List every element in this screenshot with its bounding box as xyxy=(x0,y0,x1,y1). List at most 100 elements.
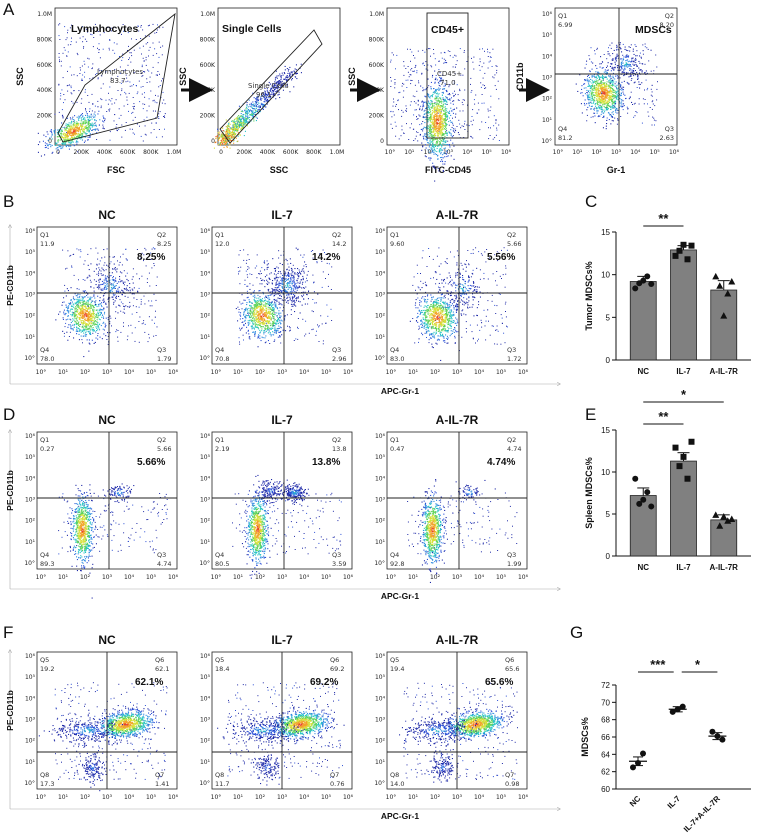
y-axis-label: Tumor MDSCs% xyxy=(584,261,594,330)
data-point xyxy=(684,475,691,482)
x-tick-label: 10° xyxy=(211,574,222,581)
y-tick-label: 15 xyxy=(601,228,610,237)
y-tick-label: 10⁴ xyxy=(25,475,36,482)
y-tick-label: 600K xyxy=(200,62,216,69)
data-point xyxy=(644,489,651,496)
q-lower-right-label: Q7 xyxy=(330,771,339,779)
q-lower-right-label: Q3 xyxy=(507,551,516,559)
x-tick-label: 10² xyxy=(592,149,603,156)
q-lower-right-value: 0.98 xyxy=(505,780,519,788)
q-upper-right-label: Q2 xyxy=(332,231,341,239)
x-tick-label: 10³ xyxy=(277,574,288,581)
y-tick-label: 600K xyxy=(37,62,53,69)
x-tick-label: 10² xyxy=(430,369,441,376)
data-point xyxy=(640,750,646,757)
x-tick-label: 10⁴ xyxy=(474,574,485,581)
q-lower-right-value: 0.76 xyxy=(330,780,344,788)
data-point xyxy=(709,728,716,735)
scatter-upper xyxy=(102,483,135,503)
x-tick-label: 10¹ xyxy=(404,149,415,156)
x-tick-label: IL-7 xyxy=(676,563,691,572)
y-tick-label: 10⁴ xyxy=(375,475,386,482)
y-tick-label: 68 xyxy=(601,716,610,725)
q-lower-left-label: Q4 xyxy=(40,346,49,354)
q-upper-right-value: 5.66 xyxy=(157,445,171,453)
q-lower-left-value: 14.0 xyxy=(390,780,404,788)
y-tick-label: 1.0M xyxy=(200,11,215,18)
q-upper-left-label: Q1 xyxy=(215,231,224,239)
q4-label: Q4 xyxy=(558,125,567,133)
y-tick-label: 10² xyxy=(200,518,211,525)
q3-label: Q3 xyxy=(665,125,674,133)
x-tick-label: 10° xyxy=(36,369,47,376)
y-tick-label: 10² xyxy=(25,518,36,525)
y-tick-label: 10⁴ xyxy=(375,270,386,277)
x-tick-label: 10² xyxy=(430,574,441,581)
y-tick-label: 10° xyxy=(374,780,385,787)
x-tick-label: 10° xyxy=(36,794,47,801)
x-tick-label: 10⁴ xyxy=(299,794,310,801)
x-tick-label: 10⁴ xyxy=(474,369,485,376)
y-tick-label: 10⁵ xyxy=(375,454,386,461)
x-tick-label: 10⁵ xyxy=(496,369,507,376)
data-point xyxy=(716,522,724,529)
y-tick-label: 200K xyxy=(369,113,385,120)
x-tick-label: 10³ xyxy=(102,574,113,581)
y-axis-label: MDSCs% xyxy=(580,717,590,757)
x-tick-label: 10³ xyxy=(452,369,463,376)
x-tick-label: 10⁵ xyxy=(321,574,332,581)
y-tick-label: 10² xyxy=(375,313,386,320)
q-upper-right-label: Q2 xyxy=(507,231,516,239)
plot-frame xyxy=(386,431,528,570)
x-tick-label: 1.0M xyxy=(330,149,345,156)
q-lower-left-value: 89.3 xyxy=(40,560,54,568)
y-tick-label: 400K xyxy=(37,87,53,94)
y-tick-label: 10° xyxy=(24,560,35,567)
q-lower-right-value: 2.96 xyxy=(332,355,346,363)
q-upper-right-value: 65.6 xyxy=(505,665,519,673)
y-tick-label: 10² xyxy=(25,738,36,745)
gate-name: Single Cells xyxy=(248,82,289,90)
x-tick-label: 10² xyxy=(430,794,441,801)
y-tick-label: 1.0M xyxy=(369,11,384,18)
y-axis-label: Spleen MDSCs% xyxy=(584,457,594,529)
plot-title: NC xyxy=(98,633,116,647)
y-tick-label: 10° xyxy=(374,560,385,567)
q-lower-right-value: 1.99 xyxy=(507,560,521,568)
y-tick-label: 10⁶ xyxy=(25,653,36,660)
scatter-upper xyxy=(455,479,496,503)
data-point xyxy=(648,281,655,288)
x-tick-label: 10⁵ xyxy=(496,794,507,801)
x-tick-label: A-IL-7R xyxy=(710,367,739,376)
y-tick-label: 10° xyxy=(199,560,210,567)
q-lower-left-value: 17.3 xyxy=(40,780,54,788)
x-tick-label: 10⁴ xyxy=(124,369,135,376)
q-lower-left-label: Q4 xyxy=(390,346,399,354)
q-lower-right-label: Q3 xyxy=(157,346,166,354)
quadrant-percent: 5.66% xyxy=(137,457,165,468)
scatter-lower xyxy=(250,749,280,786)
x-tick-label: 10⁵ xyxy=(496,574,507,581)
data-point xyxy=(719,736,726,743)
q-upper-right-label: Q2 xyxy=(157,436,166,444)
plot-title: A-IL-7R xyxy=(436,633,479,647)
gate-title: Lymphocytes xyxy=(71,23,138,35)
y-tick-label: 10° xyxy=(24,780,35,787)
x-tick-label: 800K xyxy=(143,149,159,156)
panelF-x-axis-label: APC-Gr-1 xyxy=(381,811,420,821)
x-tick-label: 600K xyxy=(120,149,136,156)
y-tick-label: 10⁶ xyxy=(200,433,211,440)
scatter-left xyxy=(217,713,307,747)
data-point xyxy=(679,703,686,710)
q-upper-left-value: 18.4 xyxy=(215,665,229,673)
x-axis-label: Gr-1 xyxy=(607,165,626,175)
x-tick-label: 10³ xyxy=(102,369,113,376)
x-tick-label: 10³ xyxy=(102,794,113,801)
x-tick-label: 10⁴ xyxy=(462,149,473,156)
y-tick-label: 5 xyxy=(606,510,611,519)
x-tick-label: 10⁶ xyxy=(518,794,529,801)
